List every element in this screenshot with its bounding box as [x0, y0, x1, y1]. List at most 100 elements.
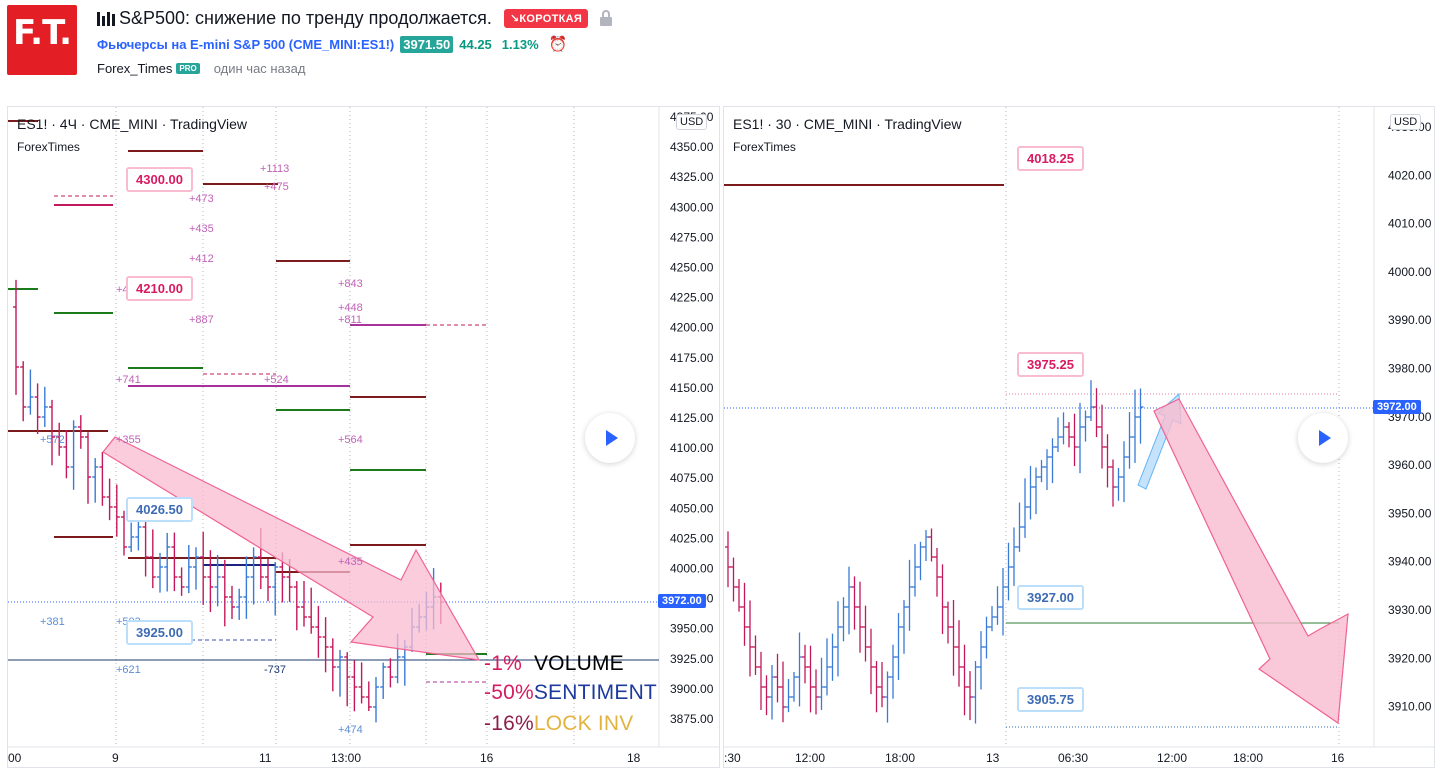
- right-chart[interactable]: 4030.004020.004010.004000.003990.003980.…: [723, 106, 1435, 768]
- ohlc-bar: [890, 644, 896, 699]
- ohlc-bar: [92, 458, 99, 503]
- author-name[interactable]: Forex_Times: [97, 60, 173, 76]
- ohlc-bar: [164, 532, 171, 592]
- current-price-label: 3972.00: [1373, 400, 1421, 414]
- ohlc-bar: [193, 547, 199, 590]
- legend-volume-value: -1%: [484, 652, 522, 675]
- ohlc-bar: [807, 645, 814, 713]
- ohlc-bar: [113, 484, 120, 537]
- ohlc-bar: [207, 550, 214, 613]
- left-chart[interactable]: +1113 +475 +473 +435 +412 +4 +887 +843 +…: [7, 106, 720, 768]
- ohlc-bar: [835, 601, 841, 677]
- ohlc-bar: [200, 531, 207, 605]
- level-annotation: +381: [40, 616, 65, 628]
- forex-times-logo[interactable]: F.T.: [7, 5, 77, 75]
- idea-title: S&P500: снижение по тренду продолжается.: [119, 7, 492, 28]
- level-annotation: +572: [40, 434, 65, 446]
- ohlc-bar: [840, 597, 847, 642]
- ohlc-bar: [243, 556, 250, 619]
- alarm-clock-icon[interactable]: ⏰: [548, 36, 568, 53]
- ohlc-bar: [912, 544, 918, 597]
- play-button[interactable]: [585, 413, 635, 463]
- currency-badge[interactable]: USD: [676, 114, 708, 130]
- y-tick: 3875.00: [670, 712, 714, 726]
- y-tick: 4010.00: [1388, 217, 1432, 231]
- published-time: один час назад: [213, 60, 306, 76]
- y-tick: 4175.00: [670, 351, 714, 365]
- ohlc-bar: [1110, 459, 1116, 507]
- ohlc-bar: [56, 422, 63, 456]
- legend-volume-label: VOLUME: [533, 652, 624, 675]
- ohlc-bar: [862, 605, 869, 662]
- y-tick: 4125.00: [670, 411, 714, 425]
- ohlc-bar: [63, 430, 70, 479]
- ohlc-bar: [301, 580, 307, 627]
- ohlc-bar: [387, 658, 394, 688]
- ohlc-bar: [373, 677, 379, 723]
- play-icon: [606, 430, 618, 446]
- x-tick: 18: [627, 751, 641, 765]
- symbol-link[interactable]: Фьючерсы на E-mini S&P 500 (CME_MINI:ES1…: [97, 36, 395, 52]
- y-tick: 3925.00: [670, 652, 714, 666]
- level-annotation: +412: [189, 253, 214, 265]
- y-tick: 4000.00: [670, 562, 714, 576]
- y-tick: 4350.00: [670, 140, 714, 154]
- ohlc-bar: [1132, 389, 1138, 463]
- currency-badge[interactable]: USD: [1390, 114, 1422, 130]
- current-price-label: 3972.00: [658, 594, 706, 608]
- ohlc-bar: [791, 671, 797, 702]
- ohlc-bar: [813, 669, 819, 715]
- ohlc-bar: [308, 587, 315, 634]
- right-chart-canvas: 4030.004020.004010.004000.003990.003980.…: [724, 107, 1434, 765]
- ohlc-bar: [27, 369, 34, 415]
- ohlc-bar: [1038, 460, 1045, 483]
- level-annotation: +355: [116, 434, 141, 446]
- price-callout: 3975.25: [1017, 352, 1084, 377]
- y-tick: 3930.00: [1388, 603, 1432, 617]
- y-tick: 4275.00: [670, 230, 714, 244]
- price-callout: 4026.50: [126, 497, 193, 522]
- ohlc-bar: [928, 528, 935, 562]
- ohlc-bar: [906, 559, 913, 631]
- ohlc-bar: [344, 652, 351, 707]
- ohlc-bar: [365, 681, 372, 712]
- x-tick: 9: [112, 751, 119, 765]
- y-tick: 4200.00: [670, 321, 714, 335]
- ohlc-bar: [945, 601, 951, 644]
- ohlc-bar: [329, 638, 336, 692]
- x-tick: 13:00: [331, 751, 361, 765]
- x-tick: 12:00: [795, 751, 825, 765]
- ohlc-bar: [769, 664, 775, 720]
- level-annotation: +843: [338, 278, 363, 290]
- price-callout: 3925.00: [126, 620, 193, 645]
- level-annotation: +473: [189, 193, 214, 205]
- x-tick: 18:00: [885, 751, 915, 765]
- ohlc-bar: [774, 653, 781, 703]
- ohlc-bar: [185, 544, 192, 594]
- y-tick: 4325.00: [670, 170, 714, 184]
- x-tick: 00: [8, 751, 22, 765]
- x-tick: 06:30: [1058, 751, 1088, 765]
- ohlc-bar: [725, 531, 731, 588]
- short-direction-badge: ↘КОРОТКАЯ: [503, 8, 589, 28]
- left-chart-watermark: ForexTimes: [17, 140, 80, 154]
- ohlc-bar: [857, 581, 863, 653]
- ohlc-bar: [99, 452, 106, 506]
- ohlc-bar: [1066, 422, 1072, 448]
- level-annotation: +621: [116, 664, 141, 676]
- y-tick: 4100.00: [670, 441, 714, 455]
- y-tick: 3920.00: [1388, 651, 1432, 665]
- ohlc-bar: [994, 586, 1001, 625]
- level-annotation: +811: [338, 314, 362, 326]
- ohlc-bar: [128, 522, 135, 553]
- ohlc-bar: [879, 662, 885, 708]
- symbol-row: Фьючерсы на E-mini S&P 500 (CME_MINI:ES1…: [97, 35, 567, 53]
- x-tick: 18:00: [1233, 751, 1263, 765]
- x-tick: 16: [480, 751, 494, 765]
- price-callout: 4210.00: [126, 276, 193, 301]
- ohlc-bar: [85, 432, 91, 504]
- level-annotation: +564: [338, 434, 363, 446]
- ohlc-bar: [1044, 449, 1050, 491]
- play-button[interactable]: [1298, 413, 1348, 463]
- y-tick: 4075.00: [670, 471, 714, 485]
